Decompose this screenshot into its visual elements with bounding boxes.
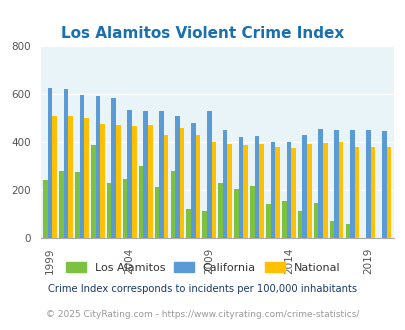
Bar xyxy=(381,131,386,238)
Bar xyxy=(286,142,290,238)
Bar xyxy=(164,135,168,238)
Bar xyxy=(159,111,164,238)
Bar xyxy=(281,201,286,238)
Bar xyxy=(43,180,48,238)
Bar xyxy=(100,124,104,238)
Bar xyxy=(313,203,318,238)
Bar xyxy=(132,126,136,238)
Bar xyxy=(122,179,127,238)
Bar xyxy=(116,125,120,238)
Bar xyxy=(386,147,390,238)
Bar xyxy=(238,137,243,238)
Bar xyxy=(275,147,279,238)
Text: Crime Index corresponds to incidents per 100,000 inhabitants: Crime Index corresponds to incidents per… xyxy=(48,284,357,294)
Text: © 2025 CityRating.com - https://www.cityrating.com/crime-statistics/: © 2025 CityRating.com - https://www.city… xyxy=(46,311,359,319)
Bar xyxy=(302,135,306,238)
Bar xyxy=(265,204,270,238)
Bar xyxy=(322,143,327,238)
Bar xyxy=(202,211,207,238)
Bar xyxy=(75,172,79,238)
Bar xyxy=(345,224,349,238)
Bar xyxy=(227,144,232,238)
Bar xyxy=(270,142,275,238)
Bar xyxy=(91,146,95,238)
Bar xyxy=(207,111,211,238)
Bar xyxy=(107,182,111,238)
Bar xyxy=(333,130,338,238)
Bar xyxy=(147,125,152,238)
Bar xyxy=(191,123,195,238)
Bar xyxy=(338,142,343,238)
Bar xyxy=(111,98,116,238)
Bar xyxy=(349,130,354,238)
Bar xyxy=(234,188,238,238)
Bar xyxy=(79,95,84,238)
Bar xyxy=(297,211,302,238)
Legend: Los Alamitos, California, National: Los Alamitos, California, National xyxy=(61,258,344,278)
Bar xyxy=(329,221,333,238)
Bar xyxy=(354,147,358,238)
Bar xyxy=(254,136,259,238)
Bar xyxy=(154,187,159,238)
Bar xyxy=(175,115,179,238)
Bar xyxy=(249,186,254,238)
Bar xyxy=(243,146,247,238)
Bar xyxy=(179,127,184,238)
Text: Los Alamitos Violent Crime Index: Los Alamitos Violent Crime Index xyxy=(61,25,344,41)
Bar xyxy=(52,115,57,238)
Bar xyxy=(59,171,64,238)
Bar xyxy=(222,130,227,238)
Bar xyxy=(211,142,215,238)
Bar xyxy=(127,110,132,238)
Bar xyxy=(170,171,175,238)
Bar xyxy=(306,144,311,238)
Bar xyxy=(84,118,89,238)
Bar xyxy=(318,129,322,238)
Bar xyxy=(186,209,191,238)
Bar xyxy=(68,115,73,238)
Bar xyxy=(365,130,370,238)
Bar xyxy=(290,148,295,238)
Bar xyxy=(370,147,374,238)
Bar xyxy=(195,135,200,238)
Bar xyxy=(259,144,263,238)
Bar xyxy=(218,182,222,238)
Bar xyxy=(48,88,52,238)
Bar xyxy=(139,166,143,238)
Bar xyxy=(143,111,147,238)
Bar xyxy=(95,96,100,238)
Bar xyxy=(64,89,68,238)
